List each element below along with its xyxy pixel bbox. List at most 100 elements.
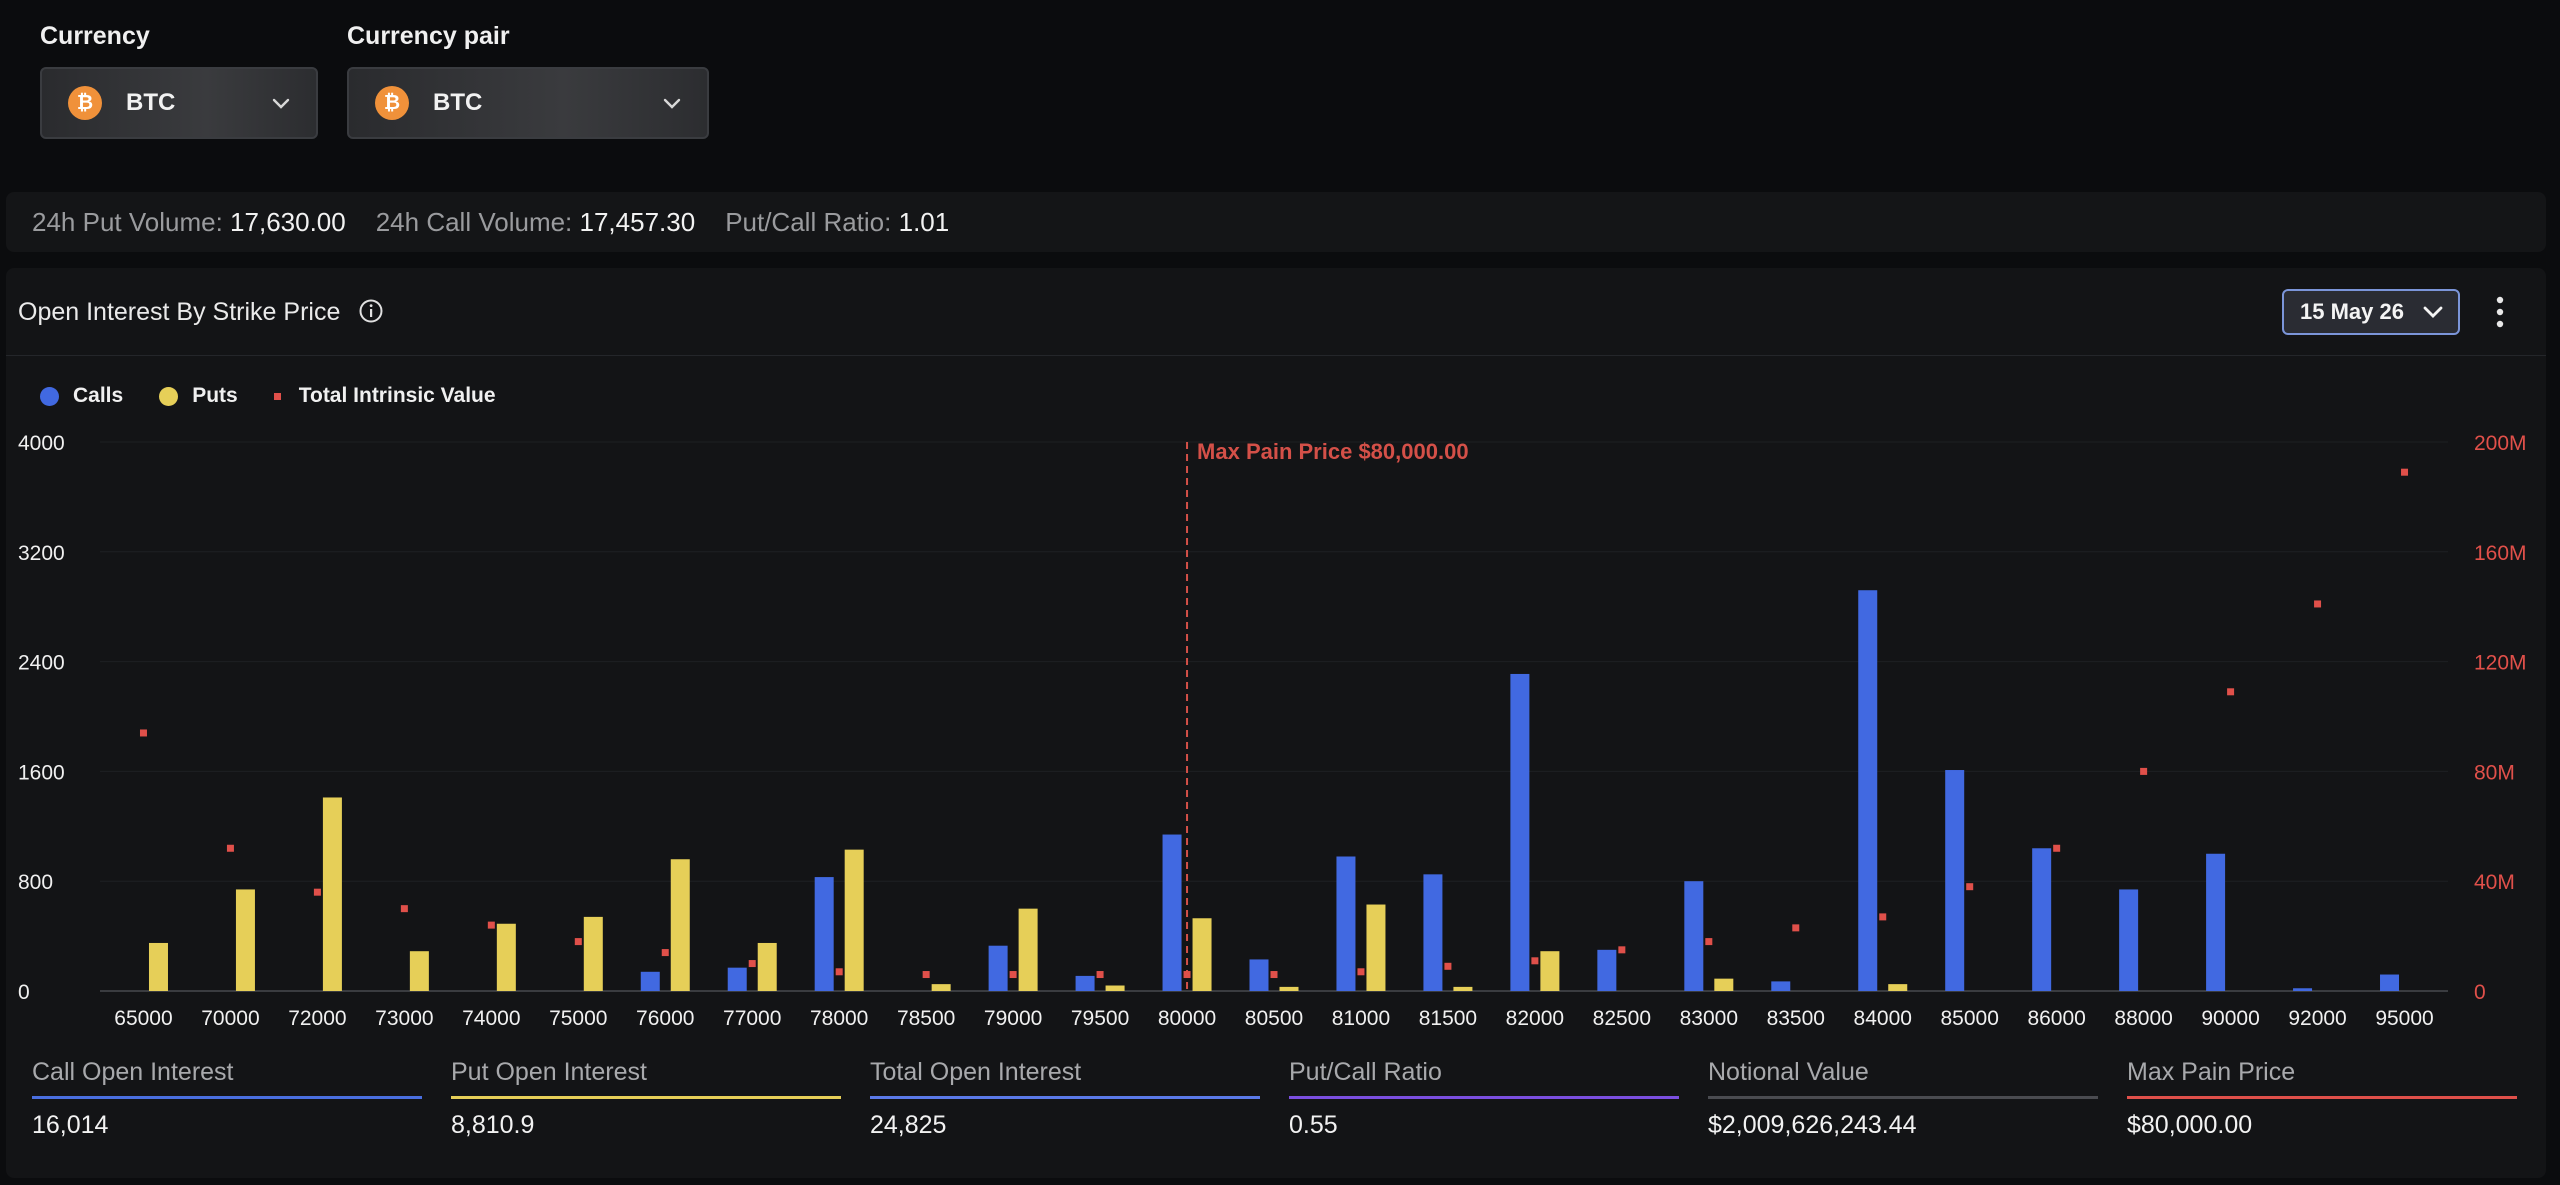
x-tick-label: 80500 [1245, 1007, 1303, 1030]
tiv-point [2053, 844, 2061, 852]
currency-selector-group: Currency ₿ BTC [40, 22, 318, 139]
chart-legend: Calls Puts Total Intrinsic Value [40, 384, 532, 408]
metric-label: Call Open Interest [32, 1058, 234, 1086]
call-bar [1336, 856, 1356, 991]
tiv-point [226, 844, 234, 852]
call-bar [2380, 974, 2400, 991]
tiv-point [2314, 600, 2322, 608]
legend-puts[interactable]: Puts [159, 384, 238, 408]
call-bar [1945, 770, 1965, 991]
tiv-point [313, 888, 321, 896]
panel-title: Open Interest By Strike Price [18, 298, 341, 326]
put-bar [235, 889, 255, 991]
x-tick-label: 74000 [462, 1007, 520, 1030]
tiv-point [1357, 968, 1365, 976]
x-tick-label: 82500 [1593, 1007, 1651, 1030]
tiv-point [748, 960, 756, 968]
put-call-ratio-value: 1.01 [898, 206, 950, 237]
currency-select[interactable]: ₿ BTC [40, 67, 318, 139]
metric-total-open-interest: Total Open Interest 24,825 [870, 1058, 1260, 1140]
chevron-down-icon [663, 98, 681, 109]
summary-metrics: Call Open Interest 16,014 Put Open Inter… [32, 1058, 2522, 1168]
metric-value: 24,825 [870, 1111, 947, 1139]
legend-calls-label: Calls [73, 384, 124, 407]
x-tick-label: 83500 [1767, 1007, 1825, 1030]
call-bar [2206, 853, 2226, 991]
currency-pair-select[interactable]: ₿ BTC [347, 67, 709, 139]
y-right-tick-label: 80M [2474, 761, 2515, 784]
panel-header: Open Interest By Strike Price 15 May 26 [6, 268, 2546, 356]
metric-max-pain-price: Max Pain Price $80,000.00 [2127, 1058, 2517, 1140]
call-bar [1510, 673, 1530, 991]
currency-pair-selector-group: Currency pair ₿ BTC [347, 22, 709, 139]
metric-underline [1708, 1096, 2098, 1099]
x-tick-label: 73000 [375, 1007, 433, 1030]
metric-label: Put Open Interest [451, 1058, 647, 1086]
expiry-date-select[interactable]: 15 May 26 [2282, 289, 2460, 335]
call-volume-value: 17,457.30 [579, 206, 696, 237]
put-bar [1366, 904, 1386, 991]
call-bar [1597, 949, 1617, 991]
puts-swatch [159, 386, 179, 406]
put-bar [322, 797, 342, 991]
y-right-tick-label: 40M [2474, 871, 2515, 894]
tiv-point [1879, 913, 1887, 921]
call-bar [988, 945, 1008, 991]
metric-put-open-interest: Put Open Interest 8,810.9 [451, 1058, 841, 1140]
currency-pair-value: BTC [433, 89, 483, 116]
legend-total-intrinsic-value[interactable]: Total Intrinsic Value [273, 384, 496, 408]
tiv-point [1705, 938, 1713, 946]
calls-swatch [40, 386, 59, 406]
tiv-point [1531, 957, 1539, 965]
put-bar [1540, 951, 1560, 991]
x-tick-label: 77000 [723, 1007, 781, 1030]
metric-value: $2,009,626,243.44 [1708, 1111, 1917, 1139]
x-tick-label: 85000 [1941, 1007, 1999, 1030]
call-bar [2293, 988, 2313, 991]
x-tick-label: 90000 [2201, 1007, 2259, 1030]
metric-put-call-ratio: Put/Call Ratio 0.55 [1289, 1058, 1679, 1140]
metric-label: Max Pain Price [2127, 1058, 2296, 1086]
bitcoin-icon: ₿ [68, 86, 102, 120]
y-left-tick-label: 0 [18, 981, 30, 1004]
tiv-point [139, 729, 147, 737]
x-tick-label: 78000 [810, 1007, 868, 1030]
metric-underline [1289, 1096, 1679, 1099]
legend-calls[interactable]: Calls [40, 384, 123, 408]
currency-pair-label: Currency pair [347, 22, 510, 50]
tiv-point [487, 921, 495, 929]
put-call-ratio-stat: Put/Call Ratio: 1.01 [725, 207, 949, 238]
info-icon[interactable] [358, 298, 384, 324]
x-tick-label: 79500 [1071, 1007, 1129, 1030]
put-bar [148, 942, 168, 991]
volume-stats-bar: 24h Put Volume: 17,630.00 24h Call Volum… [6, 192, 2546, 252]
put-bar [1018, 908, 1038, 991]
x-tick-label: 82000 [1506, 1007, 1564, 1030]
metric-underline [32, 1096, 422, 1099]
call-bar [2119, 889, 2139, 991]
expiry-date-value: 15 May 26 [2300, 299, 2404, 324]
metric-underline [451, 1096, 841, 1099]
metric-label: Total Open Interest [870, 1058, 1082, 1086]
bitcoin-icon: ₿ [375, 86, 409, 120]
tiv-point [2140, 767, 2148, 775]
put-bar [496, 923, 516, 991]
tiv-point [1096, 971, 1104, 979]
x-tick-label: 81500 [1419, 1007, 1477, 1030]
x-tick-label: 80000 [1158, 1007, 1216, 1030]
put-bar [1714, 978, 1734, 991]
more-options-icon[interactable] [2492, 294, 2508, 330]
legend-tiv-label: Total Intrinsic Value [298, 384, 496, 407]
tiv-point [2227, 688, 2235, 696]
x-tick-label: 92000 [2288, 1007, 2346, 1030]
y-right-tick-label: 0 [2474, 981, 2486, 1004]
put-bar [409, 951, 429, 991]
metric-label: Put/Call Ratio [1289, 1058, 1442, 1086]
tiv-swatch [273, 392, 281, 400]
x-tick-label: 88000 [2114, 1007, 2172, 1030]
put-volume-stat: 24h Put Volume: 17,630.00 [32, 207, 346, 238]
y-right-tick-label: 200M [2474, 432, 2527, 455]
call-bar [814, 877, 834, 991]
call-bar [1075, 975, 1095, 991]
